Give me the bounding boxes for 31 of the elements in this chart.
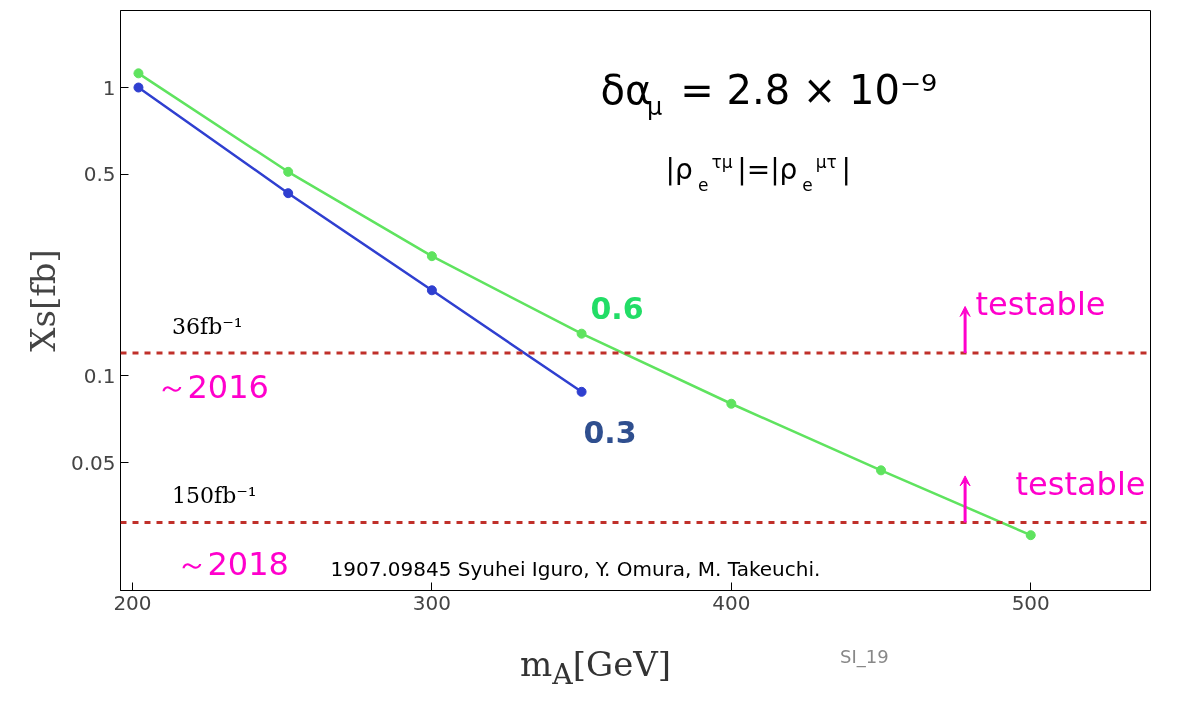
x-tick-label: 500 [1011, 590, 1050, 615]
text: SI_19 [840, 645, 889, 670]
y-tick-label: 0.05 [70, 450, 116, 475]
point [283, 166, 294, 177]
x-tick-label: 400 [712, 590, 751, 615]
y-tick-label: 1 [102, 75, 116, 100]
annotation: testable [975, 284, 1106, 323]
x-tick-label: 300 [412, 590, 451, 615]
point [426, 251, 437, 262]
annotation: 1907.09845 Syuhei Iguro, Y. Omura, M. Takeuchi. [330, 556, 821, 581]
y-axis-title: Xs[fb] [22, 249, 63, 352]
ref-line-label: 150fb⁻¹ [172, 483, 257, 509]
point [426, 285, 437, 296]
point [1025, 530, 1036, 541]
annotation: ～2018 [175, 544, 289, 583]
point [576, 386, 587, 397]
point [876, 465, 887, 476]
point [133, 82, 144, 93]
annotation: testable [1015, 464, 1146, 503]
point [726, 398, 737, 409]
point [283, 188, 294, 199]
point [133, 68, 144, 79]
y-tick-label: 0.5 [83, 162, 116, 187]
annotation: 0.6 [590, 290, 644, 326]
point [576, 328, 587, 339]
y-tick-label: 0.1 [83, 363, 116, 388]
x-axis-title: m$_{A}$[GeV] [520, 643, 672, 693]
annotation: ～2016 [155, 367, 269, 406]
x-tick-label: 200 [113, 590, 152, 615]
annotation: 0.3 [583, 414, 637, 450]
ref-line-label: 36fb⁻¹ [172, 313, 243, 339]
